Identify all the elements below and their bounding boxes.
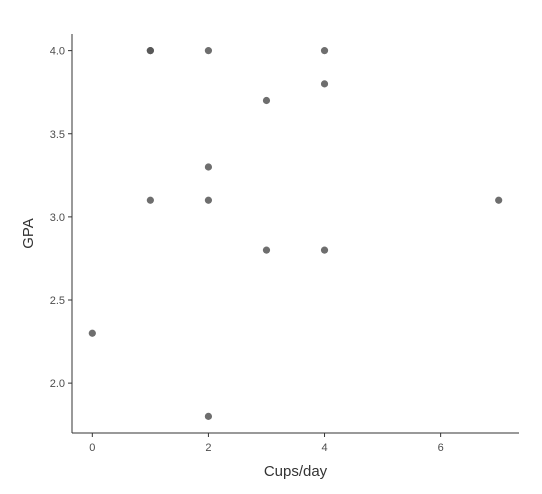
y-tick-label: 3.0	[50, 212, 65, 224]
y-tick-label: 2.5	[50, 295, 65, 307]
data-point	[204, 196, 213, 204]
data-point	[262, 96, 271, 105]
y-tick-label: 2.0	[50, 378, 65, 390]
data-point	[204, 412, 213, 420]
data-point	[88, 329, 96, 337]
data-point	[146, 196, 154, 204]
data-point	[320, 80, 329, 88]
data-point	[262, 246, 271, 254]
y-ticks: 2.0 2.5 3.0 3.5 4.0	[50, 46, 72, 390]
data-point	[320, 246, 329, 254]
x-tick-label: 0	[89, 442, 95, 454]
x-axis-title: Cups/day	[264, 463, 328, 480]
x-tick-label: 2	[205, 442, 211, 454]
y-tick-label: 3.5	[50, 129, 65, 141]
y-axis-title: GPA	[20, 218, 37, 249]
y-tick-label: 4.0	[50, 46, 65, 58]
data-point	[146, 47, 154, 55]
data-points	[88, 47, 503, 420]
x-tick-label: 4	[321, 442, 327, 454]
data-point	[204, 47, 213, 55]
data-point	[495, 196, 503, 204]
x-ticks: 0 2 4 6	[89, 433, 444, 454]
data-point	[204, 163, 213, 171]
data-point	[320, 47, 329, 55]
x-tick-label: 6	[438, 442, 444, 454]
axes	[71, 34, 519, 434]
